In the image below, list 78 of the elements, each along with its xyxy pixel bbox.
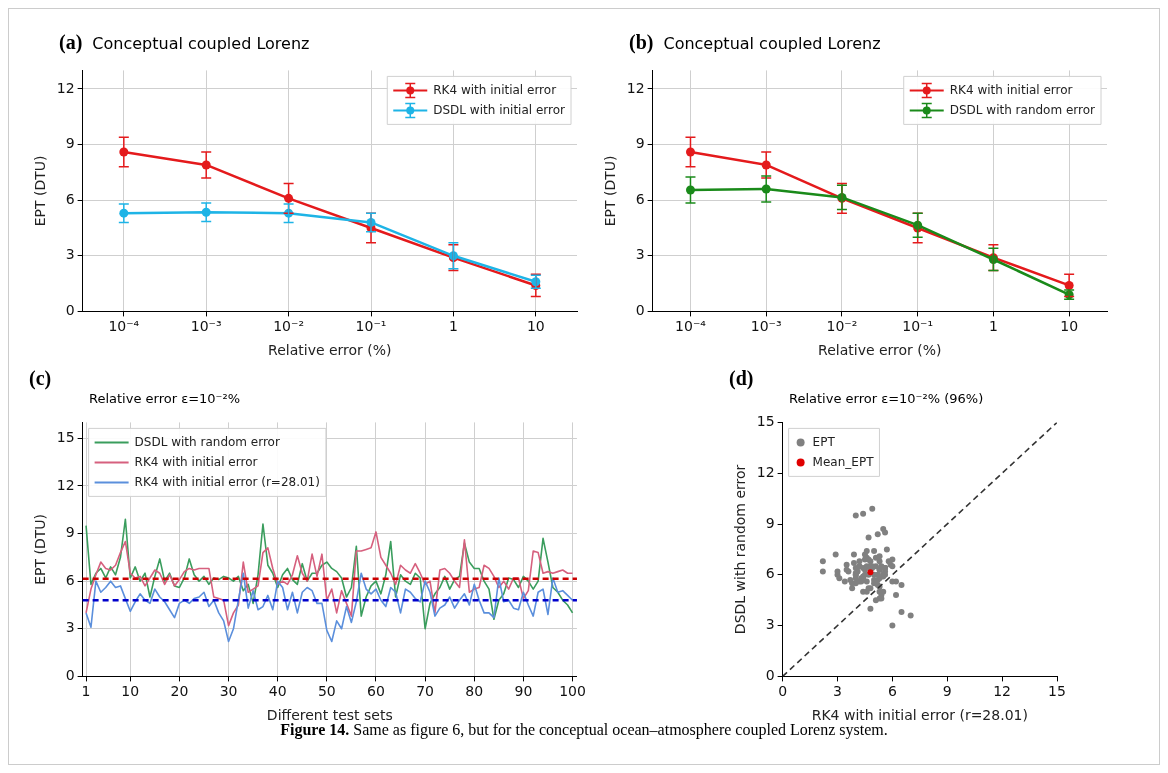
text: (a) <box>59 31 83 54</box>
chart-title: Relative error ε=10⁻²% (96%) <box>789 391 985 408</box>
x-tick-label: 1 <box>448 318 458 335</box>
y-tick-label: 9 <box>65 524 75 541</box>
y-tick-label: 12 <box>56 476 75 493</box>
x-tick-label: 70 <box>416 683 435 700</box>
y-tick-label: 3 <box>765 616 775 633</box>
legend-label: RK4 with initial error <box>433 82 557 97</box>
y-tick-label: 0 <box>65 667 75 684</box>
y-tick-label: 0 <box>65 302 75 319</box>
y-tick-label: 3 <box>65 619 75 636</box>
text: (c) <box>29 367 53 391</box>
x-tick-label: 12 <box>993 683 1012 700</box>
x-tick-label: 10⁻⁴ <box>675 318 707 335</box>
legend-label: RK4 with initial error (r=28.01) <box>134 474 320 489</box>
y-axis-title: EPT (DTU) <box>32 155 49 227</box>
x-tick-label: 90 <box>514 683 533 700</box>
y-tick-label: 9 <box>65 135 75 152</box>
x-axis-title: Different test sets <box>266 707 393 724</box>
legend-label: EPT <box>812 434 836 449</box>
x-tick-label: 10⁻² <box>273 318 305 335</box>
y-tick-label: 9 <box>765 514 775 531</box>
x-tick-label: 3 <box>833 683 842 700</box>
legend-label: DSDL with initial error <box>433 102 566 117</box>
y-tick-label: 12 <box>756 463 775 480</box>
legend-label: RK4 with initial error <box>134 454 258 469</box>
y-tick-label: 6 <box>765 565 775 582</box>
y-tick-label: 3 <box>65 246 75 263</box>
x-axis-title: Relative error (%) <box>268 342 392 359</box>
x-tick-label: 10⁻² <box>826 318 858 335</box>
x-tick-label: 100 <box>559 683 586 700</box>
y-tick-label: 6 <box>635 190 645 207</box>
x-tick-label: 80 <box>465 683 484 700</box>
x-axis-title: RK4 with initial error (r=28.01) <box>811 707 1028 724</box>
x-tick-label: 10 <box>526 318 545 335</box>
y-axis-title: EPT (DTU) <box>32 514 49 585</box>
x-tick-label: 10⁻¹ <box>902 318 934 335</box>
text: (d) <box>729 367 755 391</box>
y-tick-label: 12 <box>626 79 645 96</box>
x-tick-label: 10 <box>121 683 140 700</box>
y-tick-label: 12 <box>56 79 75 96</box>
x-tick-label: 6 <box>887 683 897 700</box>
y-tick-label: 0 <box>765 667 775 684</box>
x-tick-label: 40 <box>268 683 287 700</box>
y-tick-label: 0 <box>635 302 645 319</box>
y-tick-label: 6 <box>65 190 75 207</box>
chart-title: Conceptual coupled Lorenz <box>92 34 310 53</box>
x-tick-label: 20 <box>170 683 189 700</box>
x-tick-label: 50 <box>317 683 336 700</box>
chart-title: Relative error ε=10⁻²% <box>89 391 242 408</box>
y-tick-label: 15 <box>756 413 775 430</box>
x-tick-label: 9 <box>942 683 952 700</box>
x-tick-label: 30 <box>219 683 238 700</box>
text: (b) <box>629 31 654 54</box>
y-tick-label: 9 <box>635 135 645 152</box>
y-tick-label: 15 <box>56 428 75 445</box>
y-tick-label: 3 <box>635 246 645 263</box>
y-axis-title: DSDL with random error <box>732 464 749 635</box>
x-axis-title: Relative error (%) <box>818 342 942 359</box>
x-tick-label: 15 <box>1048 683 1066 700</box>
caption: Figure 14. <box>280 721 351 738</box>
x-tick-label: 10 <box>1060 318 1079 335</box>
x-tick-label: 0 <box>778 683 788 700</box>
legend-label: Mean_EPT <box>812 454 875 469</box>
y-tick-label: 6 <box>65 571 75 588</box>
x-tick-label: 1 <box>988 318 998 335</box>
x-tick-label: 1 <box>81 683 91 700</box>
text: Same as figure 6, but for the conceptual ocean–atmosphere coupled Lorenz system. <box>353 721 888 738</box>
y-axis-title: EPT (DTU) <box>602 155 619 227</box>
x-tick-label: 60 <box>367 683 385 700</box>
legend-label: DSDL with random error <box>949 102 1096 117</box>
x-tick-label: 10⁻⁴ <box>108 318 140 335</box>
x-tick-label: 10⁻³ <box>750 318 782 335</box>
legend-label: RK4 with initial error <box>949 82 1073 97</box>
legend-label: DSDL with random error <box>134 434 280 449</box>
x-tick-label: 10⁻³ <box>190 318 222 335</box>
x-tick-label: 10⁻¹ <box>355 318 387 335</box>
chart-title: Conceptual coupled Lorenz <box>663 34 881 53</box>
